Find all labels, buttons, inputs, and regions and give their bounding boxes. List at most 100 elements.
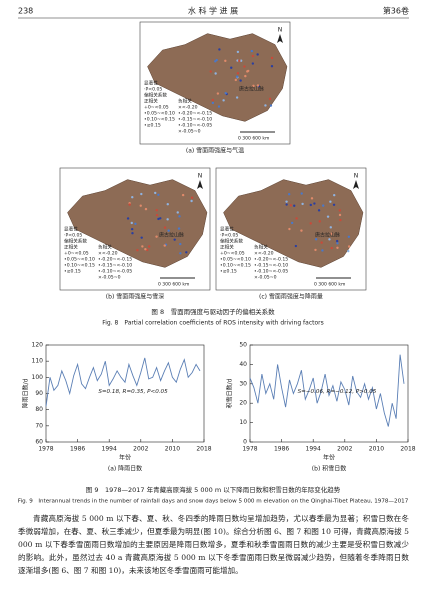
station-dot	[224, 91, 227, 95]
fig8-caption: 图 8 雪面雨强度与驱动因子的偏相关系数	[151, 307, 275, 316]
station-dot	[134, 222, 137, 225]
legend-negative: 负相关	[98, 244, 112, 251]
station-dot	[285, 203, 288, 206]
station-dot	[144, 207, 148, 211]
annotation: S=−0.06, R=−0.12, P>0.05	[298, 389, 377, 395]
legend-item: •-0.10~<-0.05	[98, 269, 132, 275]
station-dot	[230, 66, 233, 69]
station-dot	[144, 248, 147, 251]
station-dot	[268, 97, 272, 101]
station-dot	[338, 213, 342, 217]
station-dot	[300, 192, 303, 195]
station-dot	[185, 251, 188, 254]
station-dot	[167, 229, 170, 232]
x-tick-label: 2018	[196, 446, 211, 453]
mountain-label: 唐古拉山脉	[159, 232, 184, 239]
station-dot	[318, 220, 321, 223]
station-dot	[215, 58, 218, 62]
station-dot	[217, 105, 221, 108]
station-dot	[224, 59, 227, 63]
legend-p: ·P<0.05	[64, 233, 82, 239]
station-dot	[256, 53, 259, 56]
north-label: N	[278, 27, 283, 34]
x-tick-label: 1994	[306, 446, 321, 453]
legend-title: 显著性	[144, 80, 158, 87]
station-dot	[140, 236, 143, 239]
x-axis-label: 年份	[323, 454, 335, 462]
y-tick-label: 0	[243, 439, 247, 446]
station-dot	[139, 204, 142, 207]
page-number: 238	[18, 7, 33, 16]
y-axis-label: 积雪日数/d	[226, 378, 234, 408]
legend-item: +0~<0.05	[64, 251, 89, 257]
x-tick-label: 1986	[70, 446, 85, 453]
station-dot	[309, 222, 312, 225]
legend-item: •-0.20~<-0.15	[178, 111, 212, 117]
legend-item: •-0.15~<-0.10	[98, 263, 132, 269]
station-dot	[314, 248, 317, 252]
station-dot	[239, 79, 242, 82]
station-dot	[216, 92, 220, 95]
scale-label: 0 300 600 km	[314, 282, 345, 288]
station-dot	[251, 54, 255, 58]
station-dot	[251, 62, 255, 65]
x-tick-label: 2018	[400, 446, 415, 453]
station-dot	[309, 203, 312, 207]
station-dot	[329, 200, 332, 203]
legend-coef: 偏相关系数	[64, 238, 87, 245]
station-dot	[131, 195, 134, 199]
scale-label: 0 300 600 km	[158, 282, 189, 288]
scale-label: 0 300 600 km	[238, 136, 269, 142]
station-dot	[338, 209, 342, 212]
station-dot	[330, 232, 333, 235]
legend-item: ×<-0.20	[98, 251, 118, 257]
legend-item: ×<-0.20	[178, 105, 198, 111]
mountain-label: 唐古拉山脉	[239, 86, 264, 93]
station-dot	[166, 218, 169, 221]
station-dot	[147, 245, 151, 248]
station-dot	[157, 217, 160, 221]
mountain-label: 唐古拉山脉	[315, 232, 340, 239]
station-dot	[264, 104, 267, 107]
x-tick-label: 2002	[337, 446, 352, 453]
legend-item: •0.10~<0.15	[220, 263, 251, 269]
station-dot	[347, 249, 350, 253]
station-dot	[320, 241, 323, 244]
legend-item: •-0.20~<-0.15	[98, 257, 132, 263]
y-tick-label: 20	[239, 400, 247, 407]
legend-item: •0.05~<0.10	[64, 257, 95, 263]
station-dot	[130, 221, 133, 225]
chart-caption: (a) 降雨日数	[108, 465, 142, 473]
station-dot	[290, 221, 294, 225]
legend-coef: 偏相关系数	[144, 92, 167, 99]
station-dot	[179, 242, 182, 246]
legend-title: 显著性	[220, 226, 234, 233]
station-dot	[222, 99, 225, 102]
station-dot	[235, 96, 239, 99]
legend-item: •-0.20~<-0.15	[254, 257, 288, 263]
legend-item: +0~<0.05	[220, 251, 245, 257]
y-axis-label: 降雨日数/d	[22, 378, 30, 408]
legend-positive: 正相关	[64, 244, 78, 251]
legend-item: •-0.10~<-0.05	[178, 123, 212, 129]
station-dot	[176, 211, 179, 214]
north-arrow	[353, 180, 359, 189]
y-tick-label: 50	[239, 342, 247, 349]
legend-item: ×-0.05~0	[98, 275, 121, 281]
plateau	[223, 179, 364, 268]
station-dot	[140, 192, 143, 196]
station-dot	[310, 197, 314, 200]
station-dot	[335, 239, 339, 243]
legend-p: ·P<0.05	[144, 87, 162, 93]
station-dot	[270, 65, 274, 68]
station-dot	[136, 248, 139, 252]
station-dot	[130, 227, 134, 231]
station-dot	[239, 59, 243, 62]
station-dot	[328, 238, 331, 241]
north-arrow	[197, 180, 203, 189]
station-dot	[211, 101, 215, 105]
station-dot	[235, 75, 239, 78]
station-dot	[181, 193, 185, 197]
station-dot	[131, 232, 134, 235]
map-caption: (b) 雪面雨强度与雪深	[106, 293, 164, 301]
